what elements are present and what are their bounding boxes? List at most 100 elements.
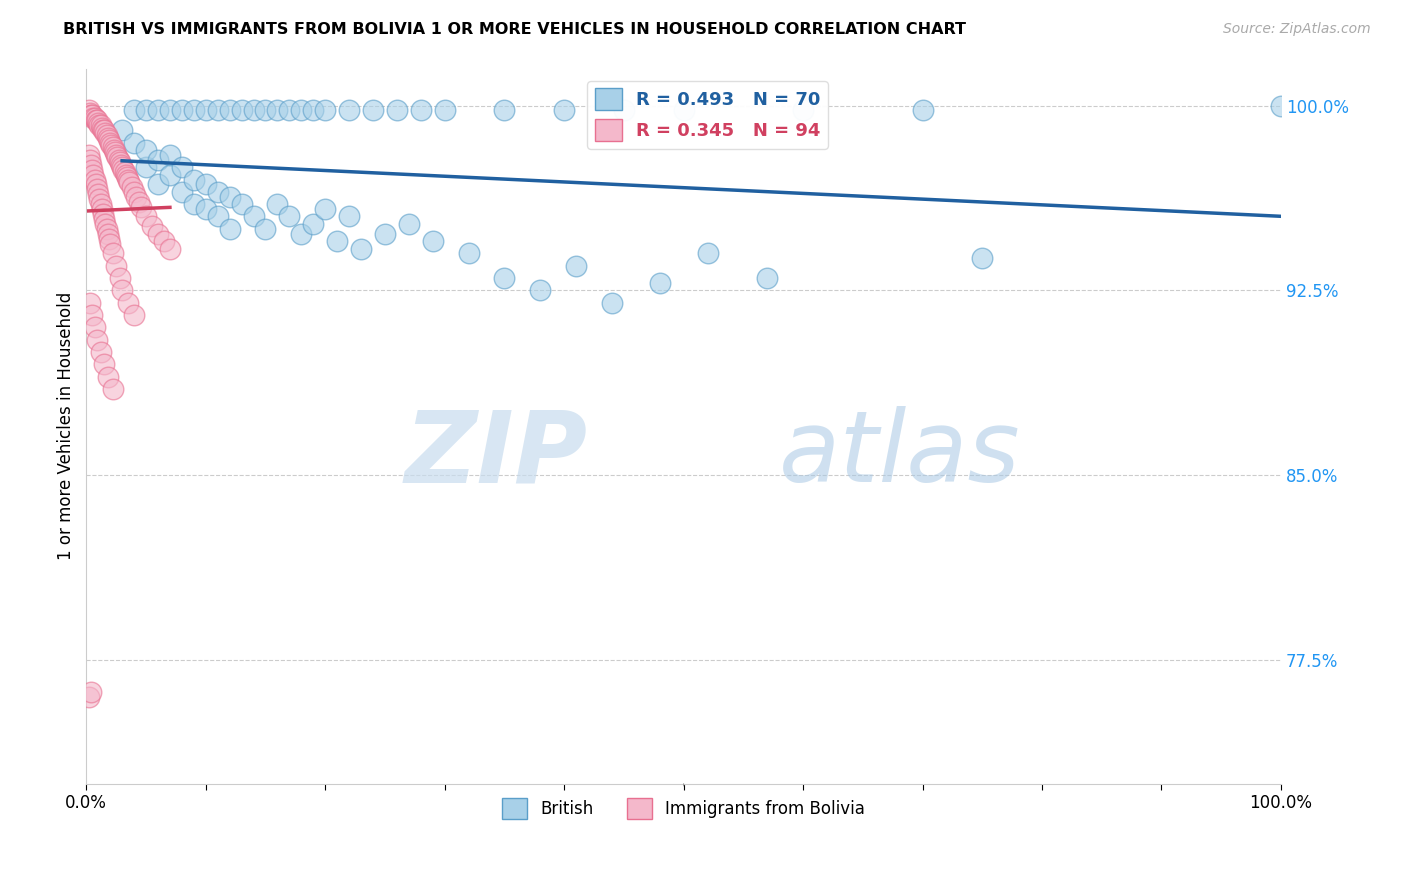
Point	[111, 160, 134, 174]
Point	[89, 192, 111, 206]
Point	[696, 246, 718, 260]
Point	[792, 103, 814, 118]
Point	[326, 234, 349, 248]
Point	[90, 120, 112, 135]
Point	[242, 210, 264, 224]
Point	[135, 143, 157, 157]
Point	[91, 123, 114, 137]
Point	[183, 103, 205, 118]
Point	[97, 130, 120, 145]
Point	[111, 123, 134, 137]
Point	[122, 136, 145, 150]
Point	[553, 103, 575, 118]
Point	[105, 148, 128, 162]
Point	[128, 194, 150, 209]
Point	[911, 103, 934, 118]
Point	[159, 168, 181, 182]
Point	[385, 103, 408, 118]
Point	[398, 217, 420, 231]
Point	[77, 690, 100, 705]
Point	[103, 143, 125, 157]
Point	[266, 197, 288, 211]
Point	[302, 103, 325, 118]
Point	[159, 242, 181, 256]
Point	[83, 111, 105, 125]
Point	[231, 103, 253, 118]
Point	[135, 210, 157, 224]
Point	[100, 138, 122, 153]
Point	[82, 108, 104, 122]
Point	[80, 158, 103, 172]
Point	[648, 276, 671, 290]
Point	[529, 284, 551, 298]
Point	[159, 103, 181, 118]
Point	[84, 113, 107, 128]
Point	[114, 168, 136, 182]
Point	[337, 210, 360, 224]
Point	[83, 172, 105, 186]
Point	[218, 190, 240, 204]
Legend: British, Immigrants from Bolivia: British, Immigrants from Bolivia	[495, 792, 872, 825]
Point	[361, 103, 384, 118]
Point	[194, 178, 217, 192]
Point	[146, 153, 169, 167]
Point	[108, 155, 131, 169]
Point	[98, 236, 121, 251]
Point	[254, 103, 277, 118]
Text: ZIP: ZIP	[405, 406, 588, 503]
Point	[1270, 98, 1292, 112]
Point	[278, 210, 301, 224]
Point	[80, 108, 103, 122]
Point	[409, 103, 432, 118]
Point	[374, 227, 396, 241]
Point	[101, 246, 124, 260]
Point	[86, 333, 108, 347]
Point	[135, 160, 157, 174]
Point	[121, 180, 143, 194]
Point	[207, 185, 229, 199]
Point	[114, 165, 136, 179]
Point	[170, 185, 193, 199]
Point	[457, 246, 479, 260]
Point	[86, 182, 108, 196]
Point	[107, 153, 129, 167]
Point	[96, 128, 118, 142]
Point	[90, 345, 112, 359]
Point	[87, 116, 110, 130]
Point	[422, 234, 444, 248]
Point	[350, 242, 373, 256]
Point	[98, 133, 121, 147]
Point	[89, 118, 111, 132]
Point	[337, 103, 360, 118]
Point	[93, 358, 115, 372]
Point	[290, 227, 312, 241]
Point	[613, 103, 636, 118]
Point	[207, 103, 229, 118]
Point	[93, 123, 115, 137]
Y-axis label: 1 or more Vehicles in Household: 1 or more Vehicles in Household	[58, 292, 75, 560]
Point	[82, 168, 104, 182]
Point	[183, 197, 205, 211]
Point	[218, 222, 240, 236]
Point	[290, 103, 312, 118]
Point	[80, 685, 103, 699]
Point	[135, 103, 157, 118]
Point	[207, 210, 229, 224]
Point	[94, 126, 117, 140]
Point	[82, 308, 104, 322]
Point	[91, 207, 114, 221]
Point	[494, 103, 516, 118]
Point	[756, 271, 779, 285]
Point	[90, 202, 112, 216]
Point	[79, 153, 101, 167]
Point	[314, 202, 336, 216]
Point	[170, 103, 193, 118]
Point	[254, 222, 277, 236]
Point	[105, 150, 128, 164]
Point	[600, 295, 623, 310]
Point	[122, 308, 145, 322]
Point	[79, 295, 101, 310]
Point	[90, 197, 112, 211]
Point	[97, 369, 120, 384]
Point	[494, 271, 516, 285]
